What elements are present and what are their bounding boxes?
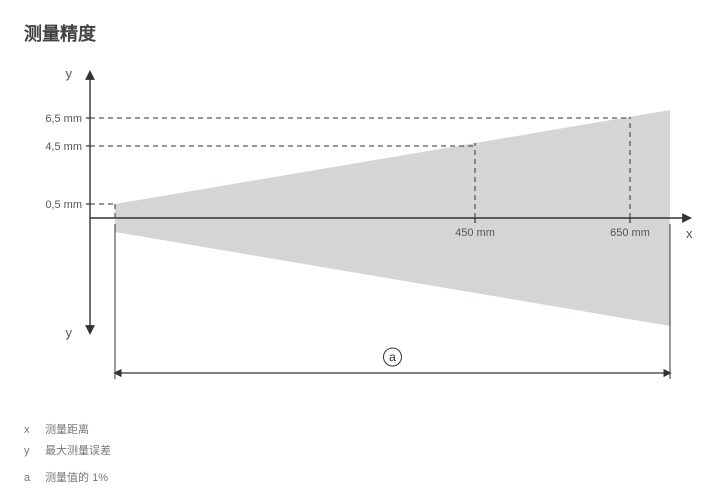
diagram-svg: y y x 6,5 mm 4,5 mm 0,5 mm 450 mm 650 mm a	[20, 58, 700, 403]
x-tick-label: 650 mm	[610, 227, 650, 239]
legend-key: a	[24, 468, 42, 489]
legend: x 测量距离 y 最大测量误差 a 测量值的 1%	[24, 420, 111, 489]
legend-text: 最大测量误差	[45, 445, 111, 457]
y-axis-label-bottom: y	[66, 325, 73, 340]
dim-label: a	[389, 350, 396, 364]
y-axis-label-top: y	[66, 66, 73, 81]
legend-text: 测量值的 1%	[45, 472, 108, 484]
diagram-title: 测量精度	[24, 20, 96, 46]
y-tick-label: 0,5 mm	[45, 199, 82, 211]
page: 测量精度 yyx6,5 mm4,5 mm0,5 mm450 mm650 mma …	[0, 0, 720, 500]
legend-row-a: a 测量值的 1%	[24, 468, 111, 489]
accuracy-diagram: y y x 6,5 mm 4,5 mm 0,5 mm 450 mm 650 mm a	[20, 58, 700, 403]
y-tick-label: 6,5 mm	[45, 113, 82, 125]
x-tick-label: 450 mm	[455, 227, 495, 239]
y-tick-label: 4,5 mm	[45, 141, 82, 153]
legend-row-y: y 最大测量误差	[24, 441, 111, 462]
legend-text: 测量距离	[45, 424, 89, 436]
x-axis-label: x	[686, 226, 693, 241]
legend-row-x: x 测量距离	[24, 420, 111, 441]
legend-key: x	[24, 420, 42, 441]
legend-key: y	[24, 441, 42, 462]
